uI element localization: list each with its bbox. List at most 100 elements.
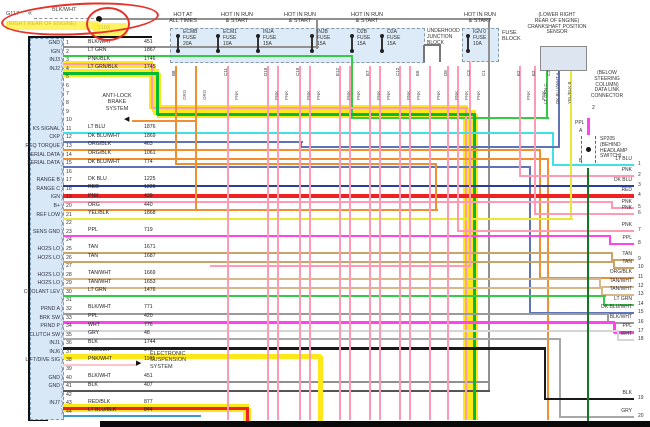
pin-number: 6 [66,82,69,89]
exit-wire-color: GRY [621,408,632,414]
wire-color-label: PNK [386,90,391,100]
terminal-id-label: E6 [415,70,420,76]
abs-arrow-icon: ◀ [124,116,130,123]
pin-circuit-number: 439 [144,192,153,199]
wire-segment [63,63,153,65]
exit-number: 10 [638,264,644,270]
terminal-id-label: E2 [516,70,521,76]
terminal-id-label: B8 [171,70,176,76]
pin-bracket: ) [61,66,63,73]
pin-signal-label: SERIAL DATA [27,160,60,167]
wire-segment [457,66,459,232]
pin-bracket: ) [61,272,63,279]
ess-arrow-icon: ▶ [136,360,142,367]
pin-number: 18 [66,185,72,192]
pin-circuit-number: 451 [144,373,153,380]
fuse-label: O2A FUSE 15A [387,29,401,47]
wire-segment [277,66,279,420]
pin-bracket: ) [61,220,63,227]
wire-segment [409,66,411,420]
pin-bracket: ) [61,340,63,347]
pin-bracket: ) [61,160,63,167]
pin-number: 25 [66,245,72,252]
pin-bracket: ) [61,237,63,244]
pin-signal-label: IGN [50,48,60,55]
wire-segment [267,66,269,420]
pin-circuit-number: 440 [144,201,153,208]
wire-segment [175,66,177,165]
fuse-terminal-dot [256,34,260,38]
exit-number: 5 [638,204,641,210]
pin-number: 1 [66,40,69,46]
wire-segment [612,259,634,261]
pin-signal-label: KS SIGNAL [32,125,60,132]
power-feed-header: HOT IN RUN & START [221,12,253,25]
pin-circuit-number: 1671 [144,244,156,251]
fuse-terminal-dot [310,34,314,38]
pin-number: 23 [66,228,72,235]
pin-number: 19 [66,194,72,201]
pin-circuit-number: 719 [144,227,153,234]
wire-segment [63,381,490,383]
pin-signal-label: HO2S LO [37,254,61,261]
wire-segment [399,66,401,420]
wire-segment [558,71,560,148]
exit-wire-color: RED [621,187,632,193]
pin-bracket: ) [61,306,63,313]
pin-wire-color: ORG/BLK [88,150,112,157]
pin-number: 39 [66,366,72,373]
wire-segment [132,120,197,122]
fuse-terminal-dot [176,34,180,38]
pin-bracket: ) [61,409,63,416]
pin-bracket: ) [61,40,63,47]
pin-bracket: ) [61,349,63,356]
diagram-border-top [28,36,152,38]
pin-bracket: ) [61,49,63,56]
pin-number: 34 [66,323,72,330]
wire-segment [63,166,531,168]
pin-wire-color: TAN [88,244,98,251]
pin-bracket: ) [61,91,63,98]
fuse-label: INJA FUSE 15A [263,29,277,47]
wire-color-label: PNK [526,90,531,100]
wire-color-label: PNK [436,90,441,100]
exit-number: 15 [638,309,644,315]
exit-number: 20 [638,413,644,419]
wire-segment [245,408,249,421]
fuse-terminal-dot [176,49,180,53]
diagram-border-left [28,36,31,420]
wire-segment [63,71,159,75]
pin-circuit-number: 407 [144,381,153,388]
pin-bracket: ) [61,229,63,236]
wire-segment [63,364,136,366]
ground-arrow-icon: « [28,10,32,17]
exit-wire-color: PPL [622,235,632,241]
wire-segment [601,288,603,296]
pin-number: 43 [66,400,72,407]
fuse-label: ECMB FUSE 20A [183,29,198,47]
wire-segment [614,267,634,269]
pin-circuit-number: 776 [144,321,153,328]
wire-segment [63,209,438,211]
crankshaft-sensor-box [540,46,587,71]
pin-wire-color: LT BLU [88,124,106,131]
pin-number: 13 [66,142,72,149]
pin-bracket: ) [61,246,63,253]
pin-circuit-number: 1867 [144,47,156,54]
wire-segment [520,175,634,177]
pin-signal-label: CLUTCH SW [29,331,60,338]
pin-bracket: ) [61,143,63,150]
dlc-title: (BELOW STEERING COLUMN) DATA LINK CONNEC… [590,70,624,99]
exit-number: 16 [638,319,644,325]
pin-number: 9 [66,108,69,115]
ign0-fuse-box [462,28,499,62]
dlc-wire-color: PPL [575,120,585,126]
pin-signal-label: REF LOW [36,211,60,218]
wire-segment [435,164,437,211]
wire-segment [63,287,603,289]
pin-bracket: ) [61,263,63,270]
wire-segment [552,133,554,166]
pin-bracket: ) [61,117,63,124]
wire-segment [465,108,467,420]
pin-number: 17 [66,177,72,184]
